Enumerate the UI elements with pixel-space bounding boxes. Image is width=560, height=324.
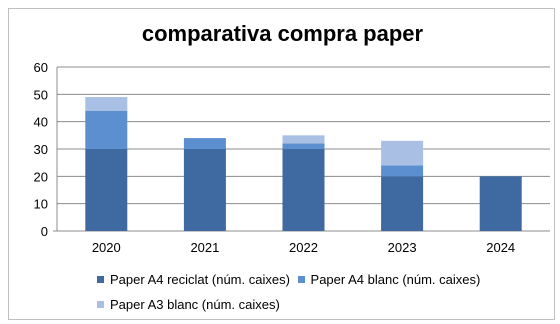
y-tick-label: 50 <box>34 87 48 102</box>
legend-swatch-a4-reciclat <box>97 276 104 283</box>
bar-segment <box>282 135 325 144</box>
legend-label-a4-reciclat: Paper A4 reciclat (núm. caixes) <box>110 272 290 287</box>
bar-segment <box>381 140 424 166</box>
legend-item-a4-blanc: Paper A4 blanc (núm. caixes) <box>297 272 481 287</box>
legend-item-a3-blanc: Paper A3 blanc (núm. caixes) <box>97 297 280 312</box>
bar-segment <box>85 149 128 231</box>
x-tick-label: 2024 <box>486 240 515 255</box>
x-tick-label: 2023 <box>388 240 417 255</box>
bar-segment <box>183 149 226 231</box>
chart-frame: comparativa compra paper 0 10 20 30 40 50 60 20… <box>8 8 555 320</box>
y-tick-label: 20 <box>34 169 48 184</box>
x-tick-label: 2021 <box>190 240 219 255</box>
bar-segment <box>282 149 325 231</box>
bar-segment <box>479 176 522 231</box>
bar-segment <box>85 97 128 111</box>
y-tick-label: 60 <box>34 60 48 75</box>
legend-row-2: Paper A3 blanc (núm. caixes) <box>97 296 284 312</box>
legend-item-a4-reciclat: Paper A4 reciclat (núm. caixes) <box>97 272 290 287</box>
bar-segment <box>381 165 424 177</box>
y-tick-label: 30 <box>34 142 48 157</box>
legend-swatch-a3-blanc <box>97 301 104 308</box>
legend-row-1: Paper A4 reciclat (núm. caixes) Paper A4… <box>97 271 484 287</box>
bar-segment <box>85 110 128 149</box>
legend-label-a3-blanc: Paper A3 blanc (núm. caixes) <box>110 297 280 312</box>
y-tick-label: 10 <box>34 197 48 212</box>
bar-segment <box>282 143 325 149</box>
x-tick-label: 2022 <box>289 240 318 255</box>
bar-segment <box>381 176 424 231</box>
chart-plot: 0 10 20 30 40 50 60 2020 2021 2022 2023 2024 <box>34 60 550 255</box>
chart-title: comparativa compra paper <box>141 21 424 46</box>
legend-swatch-a4-blanc <box>297 276 305 283</box>
y-tick-label: 0 <box>41 224 48 239</box>
y-tick-label: 40 <box>34 115 48 130</box>
bar-segment <box>183 138 226 149</box>
legend-label-a4-blanc: Paper A4 blanc (núm. caixes) <box>310 272 481 287</box>
x-tick-label: 2020 <box>92 240 121 255</box>
